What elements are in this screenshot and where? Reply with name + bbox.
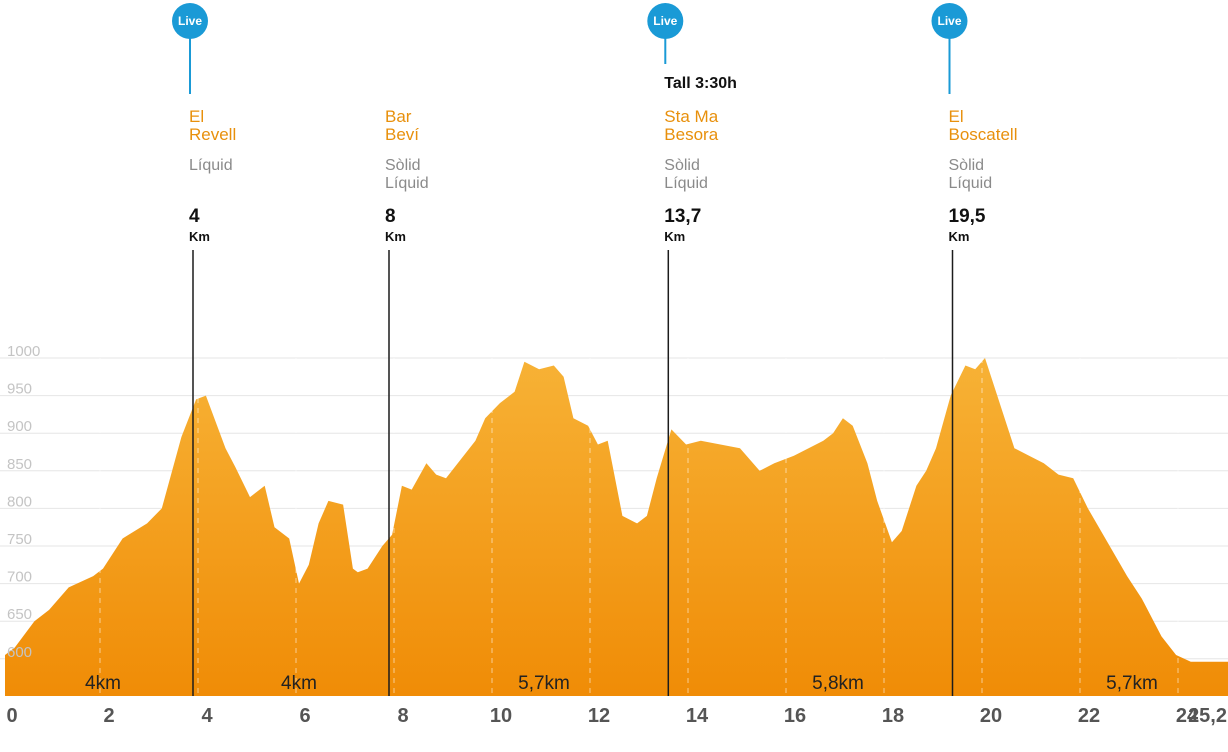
live-marker-icon — [172, 3, 208, 39]
station-km-unit: Km — [189, 229, 210, 244]
segment-label: 4km — [85, 673, 121, 694]
station-supply: Líquid — [949, 175, 993, 192]
x-tick-label: 14 — [686, 705, 709, 727]
y-tick-label: 900 — [7, 418, 32, 435]
station-name: Besora — [664, 125, 718, 144]
x-tick-label: 6 — [299, 705, 310, 727]
y-tick-label: 800 — [7, 493, 32, 510]
live-marker-icon — [931, 3, 968, 39]
vertical-gridlines — [99, 358, 1179, 696]
live-marker-icon — [647, 3, 684, 39]
station-km-unit: Km — [385, 229, 406, 244]
x-tick-label: 24 — [1176, 705, 1199, 727]
x-tick-label: 10 — [490, 705, 512, 727]
station-name: Boscatell — [949, 125, 1018, 144]
x-tick-label: 0 — [6, 705, 17, 727]
y-tick-label: 650 — [7, 606, 32, 623]
x-tick-label: 2 — [103, 705, 114, 727]
station-supply: Sòlid — [385, 157, 421, 174]
y-axis-labels: 1000 950 900 850 800 750 700 650 600 — [7, 343, 40, 661]
y-tick-label: 700 — [7, 569, 32, 586]
station-km-unit: Km — [664, 229, 685, 244]
x-tick-label: 16 — [784, 705, 806, 727]
y-tick-label: 950 — [7, 381, 32, 398]
station-name: El — [189, 107, 204, 126]
live-label: Live — [937, 14, 961, 28]
station-km: 8 — [385, 206, 396, 227]
elevation-area-path — [5, 358, 1228, 696]
segment-label: 5,7km — [1106, 673, 1158, 694]
live-label: Live — [653, 14, 677, 28]
station-km: 13,7 — [664, 206, 701, 227]
station-km: 19,5 — [949, 206, 986, 227]
x-tick-label: 18 — [882, 705, 904, 727]
segment-label: 4km — [281, 673, 317, 694]
segment-label: 5,8km — [812, 673, 864, 694]
station-name: Bar — [385, 107, 412, 126]
y-tick-label: 850 — [7, 456, 32, 473]
x-tick-label: 4 — [201, 705, 213, 727]
x-tick-label: 20 — [980, 705, 1002, 727]
station-name: Revell — [189, 125, 236, 144]
aid-stations: LiveElRevellLíquid4KmBarBevíSòlidLíquid8… — [172, 3, 1017, 696]
cutoff-label: Tall 3:30h — [664, 75, 737, 92]
y-tick-label: 750 — [7, 531, 32, 548]
station-supply: Sòlid — [664, 157, 700, 174]
station-name: El — [949, 107, 964, 126]
station-name: Sta Ma — [664, 107, 718, 126]
y-tick-label: 1000 — [7, 343, 40, 360]
x-tick-label: 8 — [397, 705, 408, 727]
station-supply: Líquid — [664, 175, 708, 192]
segment-distance-labels: 4km 4km 5,7km 5,8km 5,7km — [85, 673, 1158, 694]
x-tick-label: 22 — [1078, 705, 1100, 727]
elevation-area — [5, 358, 1228, 696]
live-label: Live — [178, 14, 202, 28]
x-tick-label: 12 — [588, 705, 610, 727]
station-km: 4 — [189, 206, 200, 227]
station-supply: Sòlid — [949, 157, 985, 174]
station-supply: Líquid — [189, 157, 233, 174]
station-km-unit: Km — [949, 229, 970, 244]
y-tick-label: 600 — [7, 644, 32, 661]
segment-label: 5,7km — [518, 673, 570, 694]
station-name: Beví — [385, 125, 419, 144]
station-supply: Líquid — [385, 175, 429, 192]
x-tick-label: 25,2 — [1188, 705, 1227, 727]
